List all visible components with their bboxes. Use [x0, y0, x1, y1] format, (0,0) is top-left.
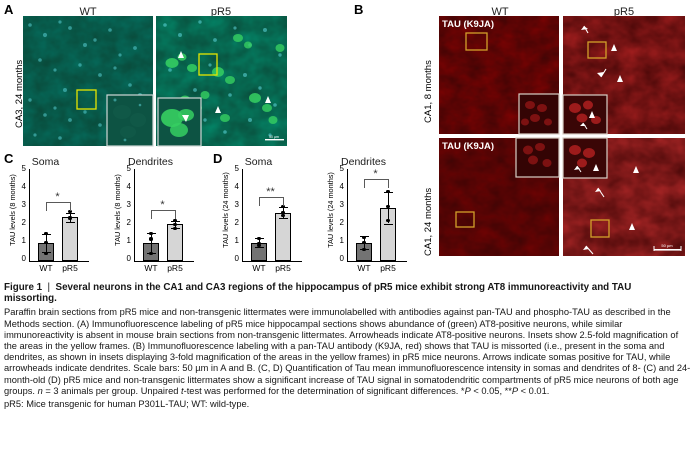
svg-text:50 µm: 50 µm: [661, 243, 673, 248]
svg-text:TAU (K9JA): TAU (K9JA): [442, 19, 494, 30]
svg-text:TAU (K9JA): TAU (K9JA): [442, 141, 494, 152]
